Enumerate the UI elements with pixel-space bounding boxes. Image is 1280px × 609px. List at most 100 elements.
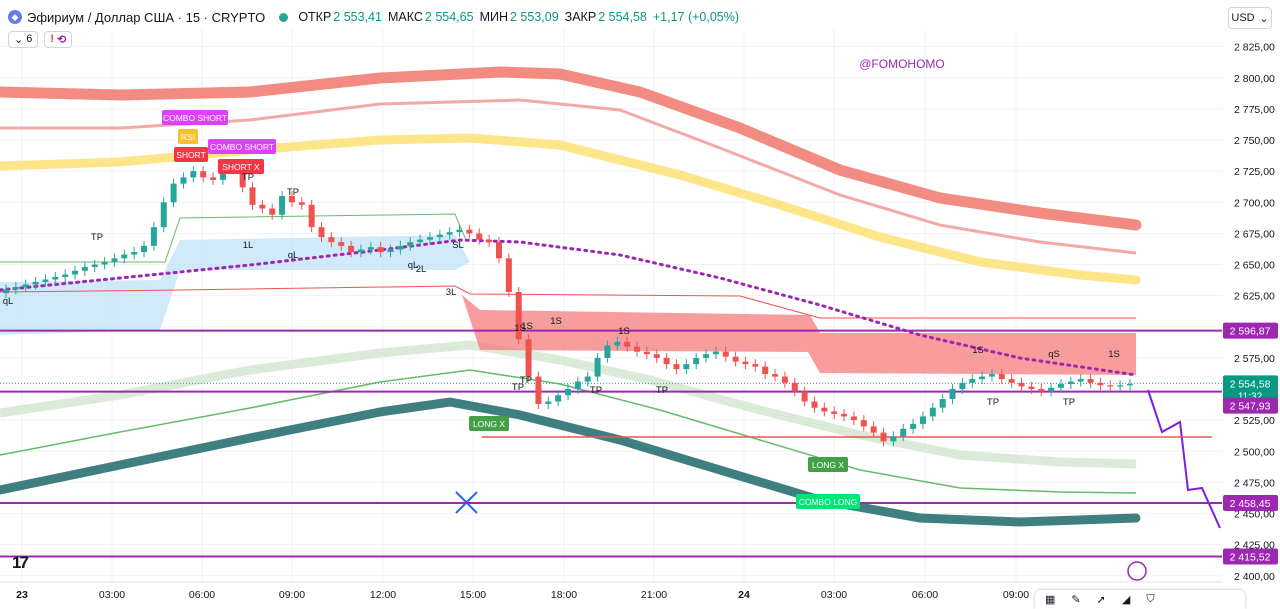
alert-warning-button[interactable]: ! ⟲ (44, 30, 73, 48)
candle[interactable] (890, 431, 897, 447)
candle[interactable] (1057, 379, 1064, 393)
candle[interactable] (486, 234, 493, 248)
candle[interactable] (367, 242, 374, 255)
candle[interactable] (732, 351, 739, 367)
candle[interactable] (831, 406, 838, 419)
candle[interactable] (1018, 377, 1025, 392)
candle[interactable] (407, 237, 414, 251)
candle[interactable] (298, 197, 305, 210)
candle[interactable] (919, 411, 926, 429)
candle[interactable] (535, 371, 542, 409)
candle[interactable] (525, 334, 532, 382)
currency-selector[interactable]: USD ⌄ (1228, 7, 1272, 29)
candle[interactable] (791, 377, 798, 397)
candle[interactable] (52, 272, 59, 285)
candle[interactable] (288, 191, 295, 208)
candle[interactable] (870, 421, 877, 438)
candle[interactable] (505, 253, 512, 297)
candle[interactable] (801, 386, 808, 407)
candle[interactable] (111, 253, 118, 268)
candle[interactable] (377, 242, 384, 258)
candle[interactable] (988, 369, 995, 382)
candle[interactable] (1127, 379, 1133, 391)
candle[interactable] (880, 427, 887, 447)
candle[interactable] (121, 249, 128, 264)
candle[interactable] (1077, 374, 1084, 387)
candle[interactable] (436, 229, 443, 243)
candle[interactable] (614, 336, 621, 351)
candle[interactable] (22, 279, 29, 292)
candle[interactable] (269, 203, 276, 220)
candle[interactable] (663, 352, 670, 370)
indicators-toggle[interactable]: ⌄ 6 (8, 30, 39, 48)
candle[interactable] (476, 228, 483, 245)
candle[interactable] (348, 240, 355, 258)
candle[interactable] (279, 191, 286, 220)
candle[interactable] (624, 336, 631, 352)
candle[interactable] (3, 284, 9, 299)
candle[interactable] (693, 352, 700, 370)
candle[interactable] (12, 281, 19, 295)
candle[interactable] (141, 240, 148, 258)
candle[interactable] (1097, 377, 1104, 391)
candle[interactable] (850, 411, 857, 426)
candle[interactable] (249, 182, 256, 210)
lightning-icon[interactable] (1127, 561, 1147, 581)
candle[interactable] (722, 346, 729, 362)
candle[interactable] (426, 232, 433, 245)
candle[interactable] (594, 352, 601, 382)
candle[interactable] (160, 197, 167, 233)
candle[interactable] (180, 172, 187, 189)
candle[interactable] (900, 423, 907, 442)
symbol-title[interactable]: Эфириум / Доллар США · 15 · CRYPTO (27, 9, 266, 25)
candle[interactable] (1087, 374, 1094, 388)
candle[interactable] (772, 369, 779, 382)
candle[interactable] (91, 259, 98, 273)
candle[interactable] (939, 394, 946, 413)
candle[interactable] (545, 396, 552, 409)
candle[interactable] (821, 402, 828, 417)
candle[interactable] (643, 346, 650, 360)
shield-icon[interactable]: ⛉ (1146, 593, 1155, 605)
candle[interactable] (910, 418, 917, 434)
ruler-icon[interactable]: ◢ (1121, 594, 1131, 606)
candle[interactable] (387, 244, 394, 258)
candle[interactable] (210, 172, 217, 185)
candle[interactable] (1028, 381, 1035, 395)
candle[interactable] (762, 361, 769, 380)
candle[interactable] (328, 232, 335, 248)
candle[interactable] (969, 374, 976, 388)
candle[interactable] (634, 341, 641, 357)
candle[interactable] (446, 227, 453, 240)
candle[interactable] (495, 237, 502, 264)
candle[interactable] (72, 265, 79, 280)
candle[interactable] (42, 274, 49, 287)
candle[interactable] (318, 222, 325, 243)
candle[interactable] (683, 359, 690, 375)
candle[interactable] (929, 402, 936, 422)
candle[interactable] (466, 224, 473, 239)
candle[interactable] (1048, 382, 1055, 397)
candle[interactable] (555, 390, 562, 407)
candle[interactable] (653, 349, 660, 363)
candle[interactable] (357, 244, 364, 258)
candle[interactable] (565, 384, 571, 401)
candle[interactable] (190, 166, 197, 183)
candle[interactable] (959, 377, 966, 395)
brush-icon[interactable]: ✎ (1071, 594, 1081, 606)
candle[interactable] (417, 234, 424, 248)
candle[interactable] (998, 369, 1005, 385)
candle[interactable] (515, 286, 522, 345)
candle[interactable] (811, 396, 818, 413)
candle[interactable] (308, 199, 315, 233)
candle[interactable] (101, 257, 108, 270)
candle[interactable] (752, 359, 759, 372)
candle[interactable] (1067, 376, 1074, 390)
candle[interactable] (673, 359, 680, 375)
candle[interactable] (574, 376, 581, 395)
candle[interactable] (62, 269, 69, 282)
candle[interactable] (200, 166, 207, 183)
candle[interactable] (949, 384, 956, 404)
candle[interactable] (32, 276, 39, 290)
